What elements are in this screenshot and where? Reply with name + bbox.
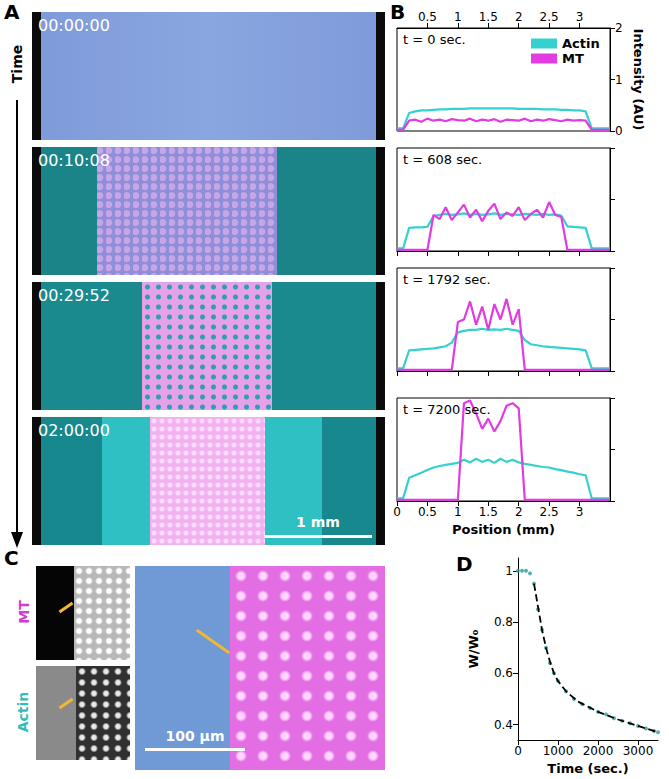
svg-text:MT: MT [562,51,584,66]
html-text:00:29:52: 00:29:52 [38,286,110,305]
svg-text:0: 0 [393,505,401,519]
svg-text:1: 1 [454,505,462,519]
svg-text:0: 0 [615,124,623,138]
html-text:00:10:08: 00:10:08 [38,151,110,170]
svg-text:t = 608 sec.: t = 608 sec. [403,152,482,167]
html-text:MT: MT [16,600,32,624]
html-text:B: B [390,0,406,24]
svg-text:3: 3 [576,10,584,24]
svg-text:0.5: 0.5 [418,10,437,24]
html-text:100 µm: 100 µm [165,728,225,744]
svg-text:2.5: 2.5 [540,505,559,519]
svg-text:t = 1792 sec.: t = 1792 sec. [403,272,491,287]
html-text:1 mm: 1 mm [296,514,340,530]
svg-text:Time (sec.): Time (sec.) [547,761,628,776]
svg-text:0: 0 [514,744,522,758]
html-text:00:00:00: 00:00:00 [38,16,110,35]
html-text:A: A [4,0,20,24]
svg-text:0.4: 0.4 [494,718,513,732]
svg-text:1: 1 [505,564,513,578]
svg-text:Actin: Actin [562,36,600,51]
svg-text:2: 2 [515,505,523,519]
svg-text:1: 1 [615,73,623,87]
svg-text:Intensity (AU): Intensity (AU) [631,29,646,131]
html-text:02:00:00: 02:00:00 [38,421,110,440]
svg-text:1.5: 1.5 [479,505,498,519]
svg-text:2: 2 [615,21,623,35]
svg-text:1000: 1000 [543,744,574,758]
html-text:D: D [456,552,473,576]
svg-text:3: 3 [576,505,584,519]
svg-text:3000: 3000 [623,744,654,758]
html-text:Actin: Actin [15,691,31,733]
svg-text:2000: 2000 [583,744,614,758]
svg-text:0.6: 0.6 [494,666,513,680]
svg-text:t = 7200 sec.: t = 7200 sec. [403,402,491,417]
svg-text:2.5: 2.5 [540,10,559,24]
svg-text:1.5: 1.5 [479,10,498,24]
svg-text:W/W₀: W/W₀ [466,629,481,668]
svg-text:0.5: 0.5 [418,505,437,519]
svg-text:0.8: 0.8 [494,615,513,629]
svg-text:1: 1 [454,10,462,24]
svg-text:t = 0 sec.: t = 0 sec. [403,32,466,47]
svg-text:2: 2 [515,10,523,24]
html-text:C: C [4,546,19,570]
html-text:Time: Time [9,44,25,84]
svg-text:Position (mm): Position (mm) [452,522,555,537]
